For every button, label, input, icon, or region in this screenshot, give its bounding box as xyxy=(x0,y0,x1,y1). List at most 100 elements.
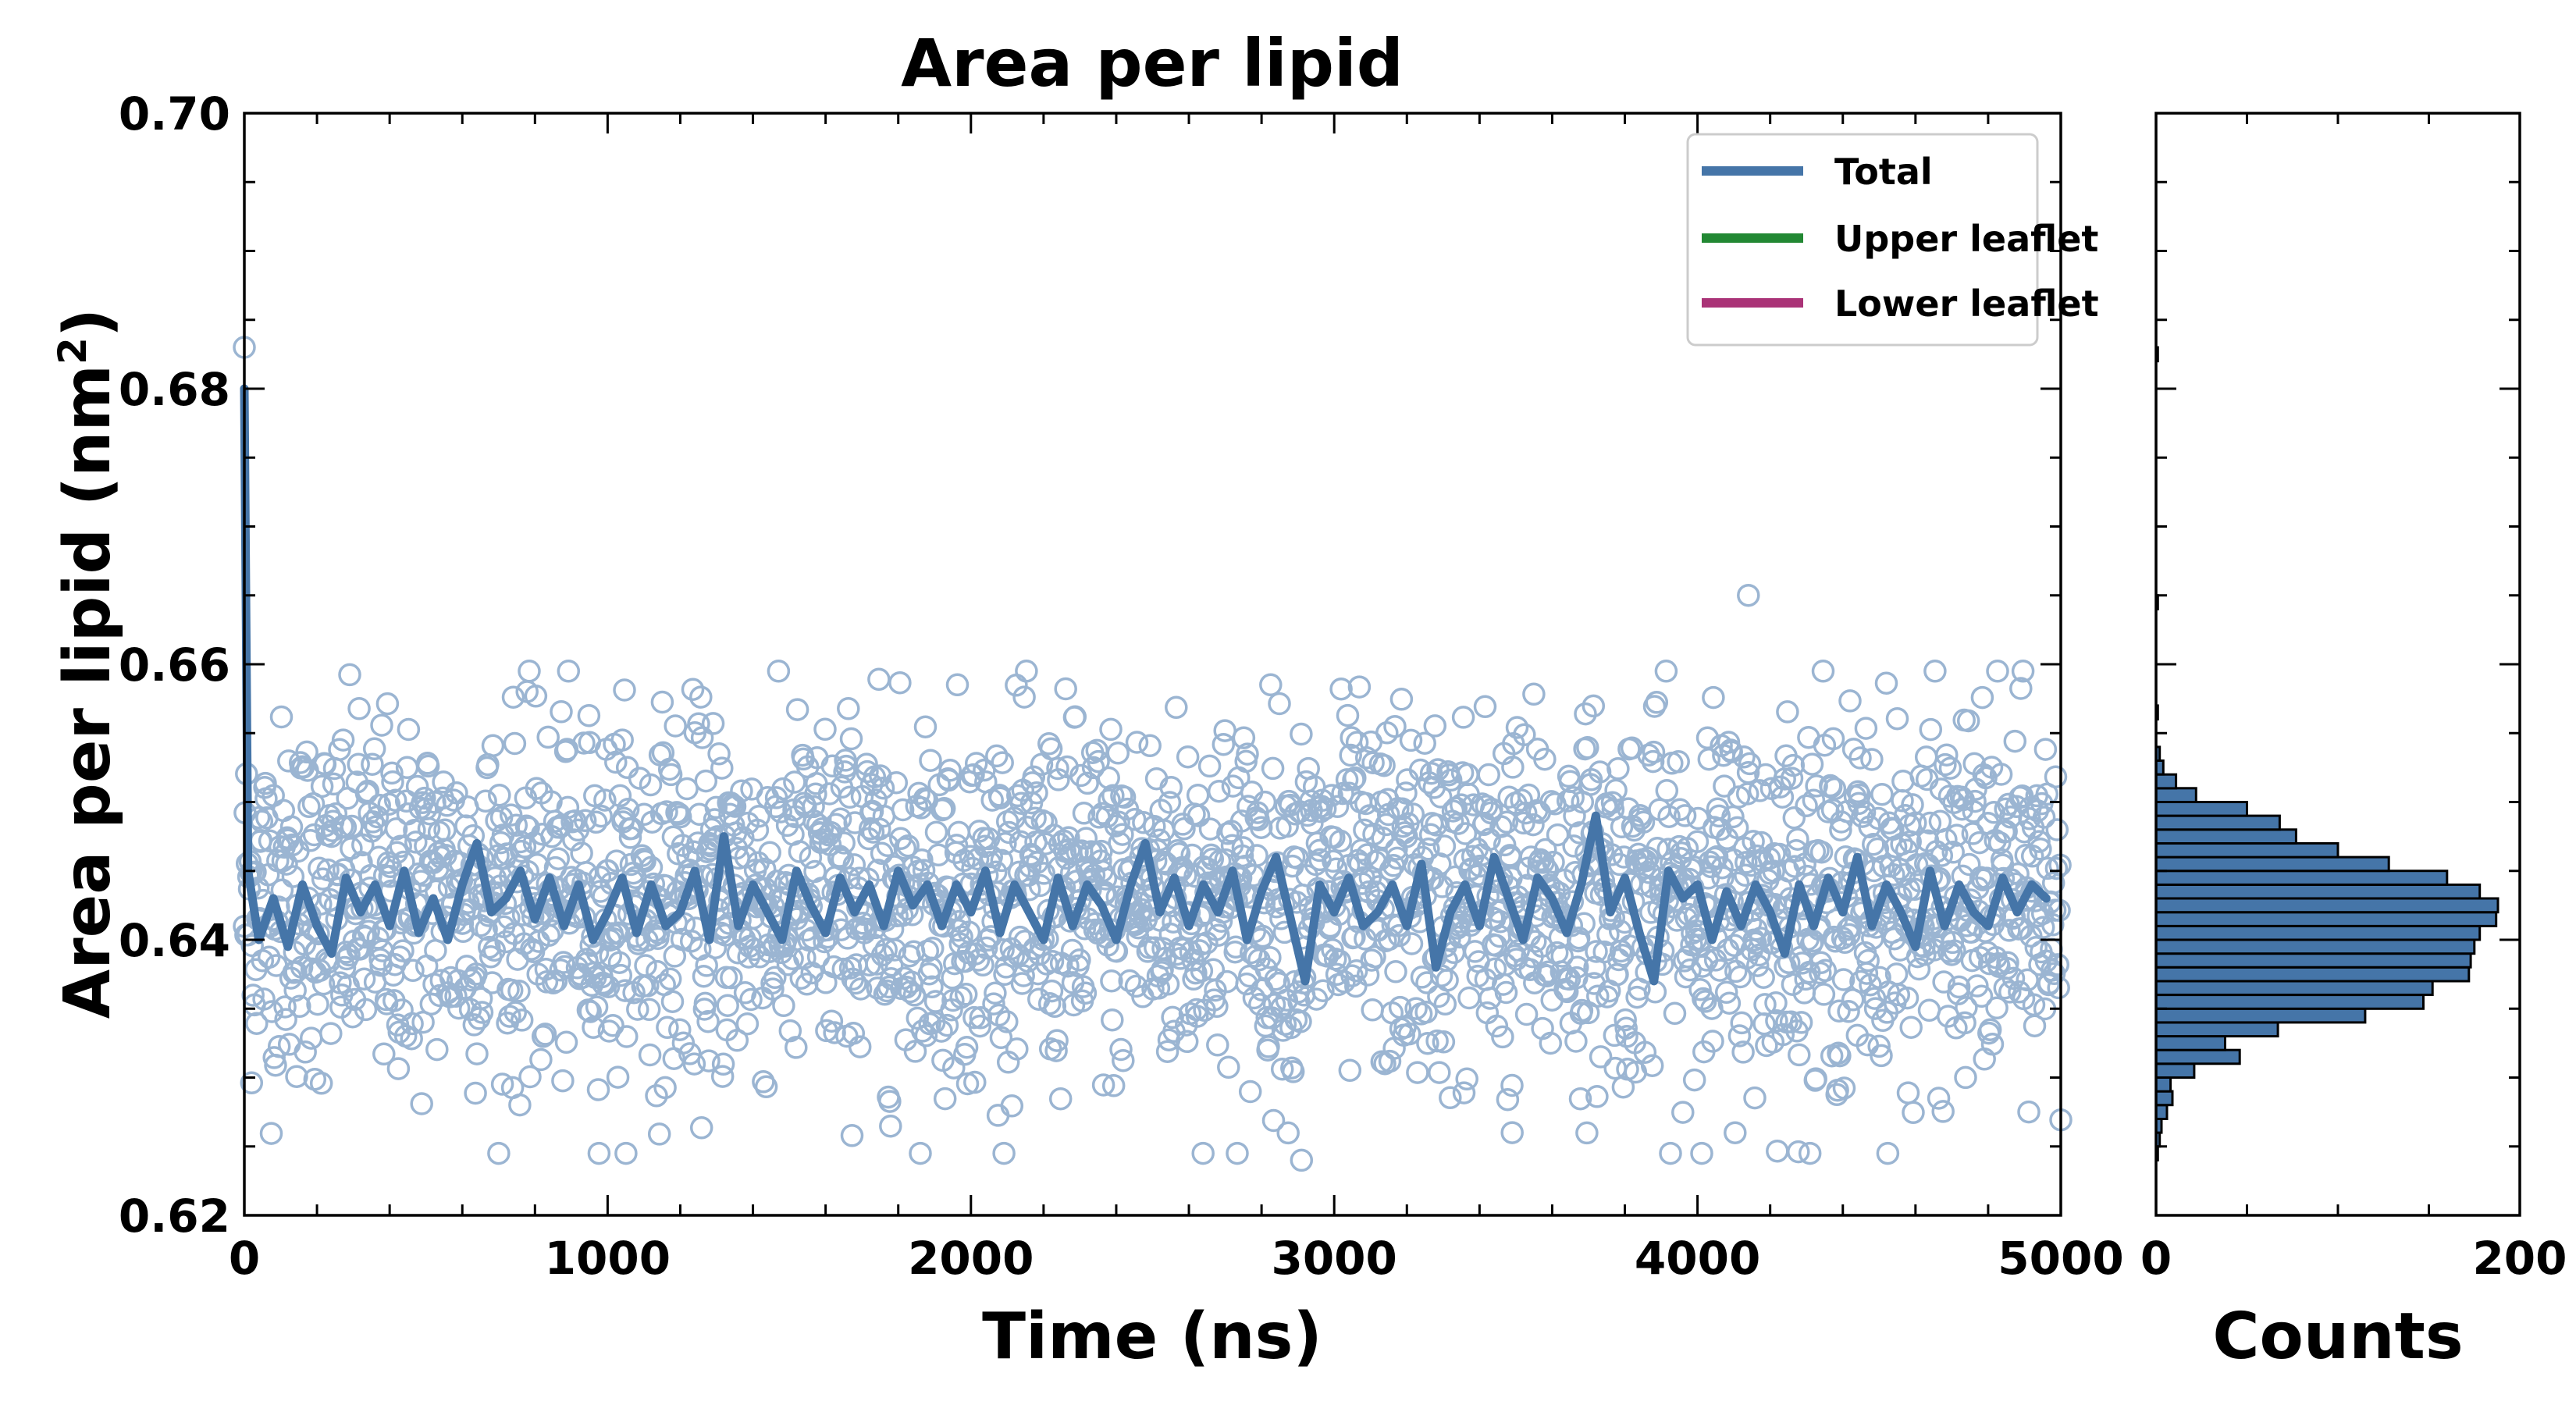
histogram-x-tick-label: 200 xyxy=(2472,1232,2567,1285)
scatter-point xyxy=(1963,789,1987,813)
scatter-point xyxy=(1546,823,1570,847)
y-tick-label: 0.70 xyxy=(119,87,230,140)
scatter-point xyxy=(1478,827,1501,852)
scatter-point xyxy=(298,829,322,852)
scatter-point xyxy=(1539,1031,1563,1055)
scatter-point xyxy=(2017,1100,2041,1124)
scatter-point xyxy=(1025,781,1048,805)
scatter-point xyxy=(279,815,304,839)
scatter-point xyxy=(911,1019,934,1043)
scatter-point xyxy=(986,1104,1010,1127)
histogram-bar xyxy=(2154,1104,2169,1121)
scatter-point xyxy=(593,788,617,812)
scatter-point xyxy=(980,845,1003,869)
legend-label-upper-leaflet: Upper leaflet xyxy=(1834,218,2098,260)
scatter-point xyxy=(1985,996,2008,1020)
scatter-point xyxy=(1930,844,1954,867)
scatter-point xyxy=(503,1001,528,1024)
scatter-point xyxy=(924,820,948,844)
scatter-point xyxy=(1904,811,1927,834)
scatter-point xyxy=(1937,784,1962,808)
scatter-point xyxy=(1969,984,1994,1008)
scatter-point xyxy=(844,971,867,995)
scatter-point xyxy=(1731,1040,1755,1064)
scatter-point xyxy=(1106,742,1130,765)
scatter-point xyxy=(1372,753,1396,777)
scatter-point xyxy=(1048,1087,1073,1111)
scatter-point xyxy=(1238,1080,1262,1104)
scatter-point xyxy=(1800,752,1824,776)
scatter-point xyxy=(546,847,571,870)
scatter-point xyxy=(1399,728,1423,752)
scatter-point xyxy=(2044,765,2068,788)
scatter-point xyxy=(1190,959,1214,983)
scatter-point xyxy=(607,921,631,944)
scatter-point xyxy=(726,941,750,965)
scatter-point xyxy=(1585,1085,1609,1108)
scatter-point xyxy=(283,978,307,1002)
scatter-point xyxy=(1387,923,1411,948)
scatter-point xyxy=(1249,816,1273,839)
scatter-point xyxy=(375,692,400,716)
scatter-point xyxy=(1574,702,1597,726)
scatter-point xyxy=(1805,774,1828,798)
scatter-point xyxy=(1500,1073,1524,1097)
scatter-point xyxy=(849,977,873,1001)
scatter-point xyxy=(1339,743,1362,767)
scatter-point xyxy=(601,1013,624,1037)
scatter-point xyxy=(494,930,518,954)
scatter-point xyxy=(1996,951,2019,975)
scatter-point xyxy=(1533,747,1557,771)
scatter-point xyxy=(987,1003,1011,1027)
scatter-point xyxy=(888,670,912,695)
scatter-point xyxy=(1870,1044,1893,1068)
scatter-point xyxy=(2033,738,2058,761)
scatter-point xyxy=(1702,685,1725,710)
scatter-point xyxy=(1453,822,1478,845)
scatter-point xyxy=(1720,740,1743,763)
scatter-point xyxy=(550,700,573,724)
scatter-point xyxy=(758,841,781,865)
scatter-point xyxy=(241,984,265,1007)
scatter-point xyxy=(424,938,447,962)
scatter-point xyxy=(1645,691,1669,714)
scatter-point xyxy=(725,1029,749,1052)
scatter-point xyxy=(814,971,838,994)
scatter-point xyxy=(1941,841,1965,864)
scatter-point xyxy=(1513,723,1536,747)
scatter-point xyxy=(1902,1101,1925,1125)
scatter-point xyxy=(650,690,674,714)
scatter-point xyxy=(1711,866,1735,889)
scatter-point xyxy=(1938,756,1962,780)
scatter-point xyxy=(252,987,276,1011)
scatter-point xyxy=(1253,790,1277,814)
scatter-point xyxy=(1230,844,1254,868)
scatter-point xyxy=(914,1023,938,1048)
scatter-point xyxy=(1918,811,1942,835)
scatter-point xyxy=(606,1065,630,1089)
scatter-point xyxy=(1655,779,1679,802)
scatter-point xyxy=(1899,1016,1923,1039)
scatter-point xyxy=(1009,791,1034,815)
scatter-point xyxy=(1005,1037,1029,1061)
scatter-point xyxy=(634,954,657,977)
scatter-point xyxy=(769,800,792,823)
scatter-point xyxy=(510,1008,534,1032)
scatter-point xyxy=(322,772,346,796)
y-axis-label-main: Area per lipid (nm xyxy=(51,365,125,1019)
scatter-point xyxy=(1248,993,1272,1016)
scatter-point xyxy=(1837,1000,1860,1023)
scatter-point xyxy=(646,959,669,984)
scatter-point xyxy=(1727,1024,1752,1048)
scatter-point xyxy=(245,1012,269,1035)
scatter-point xyxy=(1931,1100,1955,1123)
scatter-point xyxy=(920,975,944,999)
scatter-point xyxy=(1634,848,1658,873)
scatter-point xyxy=(716,994,739,1017)
scatter-point xyxy=(1187,804,1211,827)
scatter-point xyxy=(306,992,329,1016)
scatter-point xyxy=(524,685,548,708)
scatter-point xyxy=(1335,768,1359,791)
scatter-point xyxy=(839,727,863,751)
histogram-x-tick-label: 0 xyxy=(2140,1232,2172,1285)
